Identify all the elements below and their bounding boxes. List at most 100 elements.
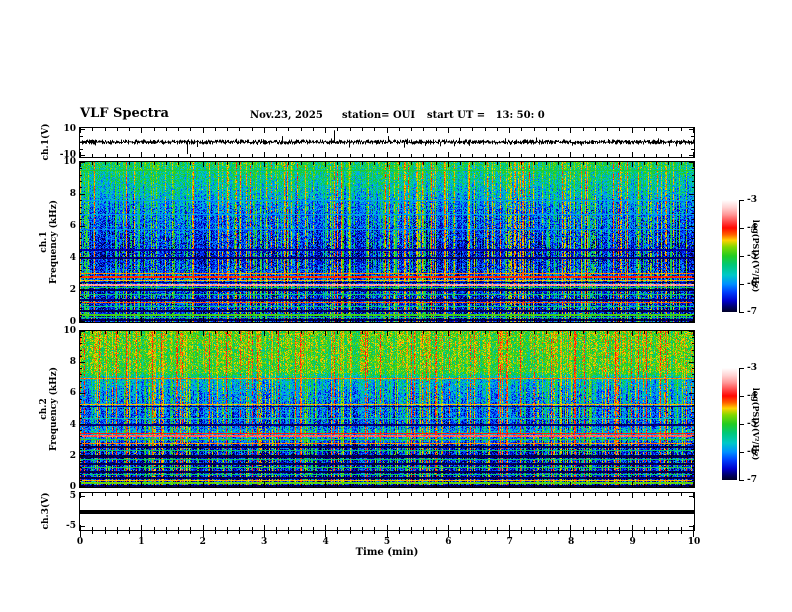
colorbar2-tick — [739, 368, 744, 369]
ch1-voltage-ytick-label: -10 — [59, 150, 76, 160]
x-axis-outer-tick — [460, 531, 461, 534]
x-axis-outer-tick — [105, 531, 106, 534]
x-tick-label: 5 — [383, 537, 391, 547]
x-axis-outer-tick — [203, 531, 204, 537]
colorbar1-tick — [739, 284, 744, 285]
x-axis-outer-tick — [325, 531, 326, 537]
x-axis-outer-tick — [92, 531, 93, 534]
ch1-spectrogram — [80, 162, 694, 322]
x-axis-outer-tick — [632, 531, 633, 537]
ch1-frequency-ytick-label: 2 — [69, 285, 76, 295]
colorbar2-tick-label: -3 — [747, 363, 757, 373]
ch1-voltage-panel — [79, 127, 695, 158]
colorbar2-tick-label: -4 — [747, 391, 757, 401]
x-tick-label: 0 — [76, 537, 84, 547]
x-axis-outer-tick — [154, 531, 155, 534]
x-axis-outer-tick — [656, 531, 657, 534]
x-axis-outer-tick — [423, 531, 424, 534]
x-axis-outer-tick — [141, 531, 142, 537]
x-tick-label: 7 — [506, 537, 513, 547]
x-axis-outer-tick — [178, 531, 179, 534]
x-axis-outer-tick — [80, 531, 81, 537]
x-tick-label: 9 — [629, 537, 636, 547]
ch2-spectrogram-panel — [79, 330, 695, 488]
x-tick-label: 3 — [261, 537, 268, 547]
colorbar1-tick — [739, 228, 744, 229]
x-axis-outer-tick — [337, 531, 338, 534]
x-axis-outer-tick — [313, 531, 314, 534]
x-axis-outer-tick — [681, 531, 682, 534]
x-axis-outer-tick — [411, 531, 412, 534]
colorbar2-tick-label: -6 — [747, 447, 757, 457]
colorbar2-gradient — [722, 368, 737, 480]
ch1-frequency-ytick-label: 4 — [69, 253, 76, 263]
ch1-voltage-ytick-label: 10 — [63, 124, 76, 134]
ch3-voltage-trace — [80, 493, 694, 530]
x-axis-outer-tick — [607, 531, 608, 534]
colorbar2-tick — [739, 424, 744, 425]
x-axis-outer-tick — [668, 531, 669, 534]
station-label: station= OUI — [342, 110, 416, 121]
x-tick-label: 1 — [138, 537, 145, 547]
colorbar1-tick-label: -7 — [747, 307, 757, 317]
x-axis-outer-tick — [301, 531, 302, 534]
x-axis-outer-tick — [448, 531, 449, 537]
ch2-frequency-ytick-label: 2 — [69, 451, 76, 461]
colorbar1-tick — [739, 256, 744, 257]
ch1-frequency-ytick-label: 8 — [69, 189, 76, 199]
colorbar2-tick-label: -5 — [747, 419, 757, 429]
x-axis-outer-tick — [350, 531, 351, 534]
x-axis-outer-tick — [252, 531, 253, 534]
ch1-frequency-ytick-label: 10 — [63, 157, 76, 167]
x-axis-outer-tick — [472, 531, 473, 534]
x-tick-label: 8 — [568, 537, 575, 547]
colorbar1-gradient — [722, 200, 737, 312]
colorbar1-tick-label: -4 — [747, 223, 757, 233]
x-axis-outer-tick — [521, 531, 522, 534]
ch1-spectrogram-panel — [79, 161, 695, 323]
x-axis-outer-tick — [509, 531, 510, 537]
colorbar1-tick-label: -3 — [747, 195, 757, 205]
x-axis-outer-tick — [485, 531, 486, 534]
ch2-frequency-ytick-label: 10 — [63, 326, 76, 336]
x-axis-outer-tick — [436, 531, 437, 534]
ch2-frequency-ytick-label: 8 — [69, 357, 76, 367]
ch1-frequency-ytick-label: 0 — [69, 317, 76, 327]
x-tick-label: 10 — [687, 537, 701, 547]
ch2-spectrogram — [80, 331, 694, 487]
ch2-axis-label-line2: Frequency (kHz) — [49, 366, 59, 452]
x-axis-outer-tick — [583, 531, 584, 534]
x-axis-outer-tick — [558, 531, 559, 534]
x-axis-outer-tick — [693, 531, 694, 537]
ch1-frequency-ytick-label: 6 — [69, 221, 76, 231]
x-axis-outer-tick — [546, 531, 547, 534]
x-axis-outer-tick — [166, 531, 167, 534]
ch3-voltage-ytick-label: -5 — [66, 521, 76, 531]
x-axis-outer-tick — [570, 531, 571, 537]
x-axis-outer-tick — [227, 531, 228, 534]
x-axis-outer-tick — [497, 531, 498, 534]
x-axis-outer-tick — [595, 531, 596, 534]
x-axis-outer-tick — [534, 531, 535, 534]
ch2-axis-label-line1: ch.2 — [39, 398, 49, 420]
x-axis-outer-tick — [215, 531, 216, 534]
ch1-axis-label-line2: Frequency (kHz) — [49, 199, 59, 285]
x-axis-outer-tick — [117, 531, 118, 534]
ch2-frequency-ytick-label: 0 — [69, 482, 76, 492]
figure-title: VLF Spectra — [80, 106, 169, 121]
colorbar2-tick — [739, 480, 744, 481]
colorbar2-tick-label: -7 — [747, 475, 757, 485]
x-axis-outer-tick — [129, 531, 130, 534]
x-axis-outer-tick — [239, 531, 240, 534]
x-tick-label: 6 — [445, 537, 452, 547]
ch1-axis-label-line1: ch.1 — [39, 231, 49, 253]
date-label: Nov.23, 2025 — [250, 110, 323, 121]
colorbar2-tick — [739, 396, 744, 397]
x-axis-outer-tick — [190, 531, 191, 534]
ch2-frequency-ytick-label: 4 — [69, 420, 76, 430]
ch1-frequency-axis-label: ch.1 Frequency (kHz) — [39, 200, 59, 284]
x-axis-outer-tick — [399, 531, 400, 534]
x-axis-outer-tick — [374, 531, 375, 534]
colorbar1-tick-label: -5 — [747, 251, 757, 261]
